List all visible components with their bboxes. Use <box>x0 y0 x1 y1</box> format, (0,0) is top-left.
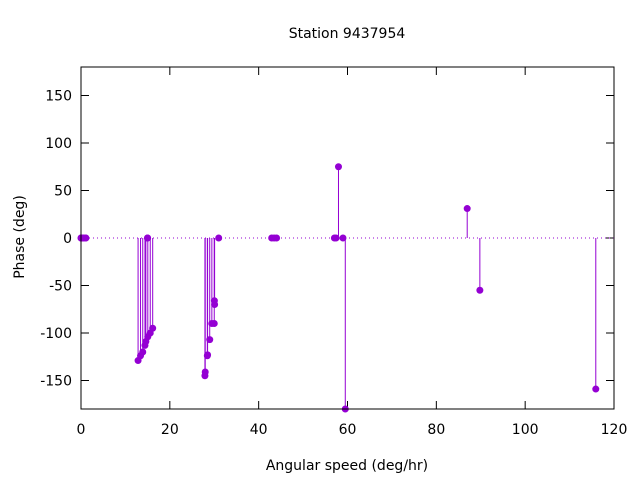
data-point <box>204 351 212 359</box>
data-point <box>144 234 152 242</box>
data-point <box>210 297 218 305</box>
y-tick-label: 50 <box>54 184 72 200</box>
data-point <box>139 348 147 356</box>
x-tick-label: 0 <box>77 422 86 438</box>
data-point <box>201 368 209 376</box>
data-point <box>592 385 600 393</box>
data-point <box>334 163 342 171</box>
y-tick-label: 100 <box>45 136 72 152</box>
data-point <box>330 234 338 242</box>
data-point <box>82 234 90 242</box>
plot-frame <box>80 66 615 410</box>
x-tick-label: 60 <box>339 422 357 438</box>
y-tick-label: -100 <box>40 326 72 342</box>
x-axis-label: Angular speed (deg/hr) <box>266 458 428 474</box>
chart-title: Station 9437954 <box>289 26 406 42</box>
data-point <box>463 205 471 213</box>
data-point <box>215 234 223 242</box>
x-tick-label: 20 <box>161 422 179 438</box>
y-tick-label: -150 <box>40 374 72 390</box>
data-points <box>77 163 600 413</box>
y-tick-label: 150 <box>45 89 72 105</box>
data-point <box>206 336 214 344</box>
data-point <box>339 234 347 242</box>
data-point <box>210 320 218 327</box>
data-point <box>476 286 484 294</box>
data-point <box>273 234 281 242</box>
y-axis-label: Phase (deg) <box>12 195 28 279</box>
x-tick-label: 80 <box>427 422 445 438</box>
x-axis: 0 20 40 60 80 100 120 <box>77 67 628 438</box>
x-tick-label: 40 <box>250 422 268 438</box>
y-axis: -150 -100 -50 0 50 100 150 <box>40 89 614 390</box>
y-tick-label: 0 <box>63 231 72 247</box>
x-tick-label: 120 <box>601 422 628 438</box>
x-tick-label: 100 <box>512 422 539 438</box>
y-tick-label: -50 <box>49 279 72 295</box>
data-point <box>149 324 157 332</box>
data-stems <box>137 166 597 409</box>
